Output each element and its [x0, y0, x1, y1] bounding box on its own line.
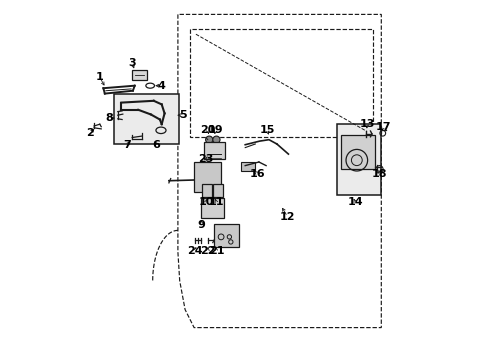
FancyBboxPatch shape: [213, 224, 239, 247]
Bar: [114, 94, 179, 144]
Bar: [241, 162, 255, 171]
Text: 20: 20: [200, 125, 215, 135]
Text: 9: 9: [197, 220, 205, 230]
Text: 2: 2: [86, 128, 94, 138]
Text: 1: 1: [96, 72, 103, 82]
Text: 24: 24: [186, 246, 202, 256]
Text: 8: 8: [105, 113, 113, 123]
Bar: [194, 162, 221, 192]
Circle shape: [205, 136, 212, 143]
Circle shape: [212, 136, 220, 143]
Bar: [132, 70, 146, 80]
Text: 13: 13: [359, 119, 374, 129]
Text: 22: 22: [200, 246, 215, 256]
Text: 19: 19: [207, 125, 223, 135]
Bar: [200, 198, 224, 218]
Text: 17: 17: [375, 122, 390, 132]
Text: 5: 5: [179, 110, 187, 120]
Text: 3: 3: [128, 58, 136, 68]
Bar: [204, 142, 224, 159]
Bar: [340, 135, 374, 169]
Bar: [337, 124, 381, 195]
Bar: [212, 184, 223, 197]
Text: 14: 14: [347, 197, 363, 207]
Text: 16: 16: [249, 168, 264, 179]
Text: 18: 18: [371, 168, 386, 179]
Text: 6: 6: [152, 140, 160, 150]
Text: 23: 23: [198, 154, 213, 164]
Text: 12: 12: [279, 212, 295, 222]
Text: 11: 11: [208, 197, 224, 207]
Text: 10: 10: [198, 197, 213, 207]
Text: 15: 15: [259, 125, 274, 135]
Text: 4: 4: [158, 81, 165, 91]
Text: 7: 7: [123, 140, 131, 150]
Bar: [202, 184, 212, 197]
Text: 21: 21: [208, 246, 224, 256]
